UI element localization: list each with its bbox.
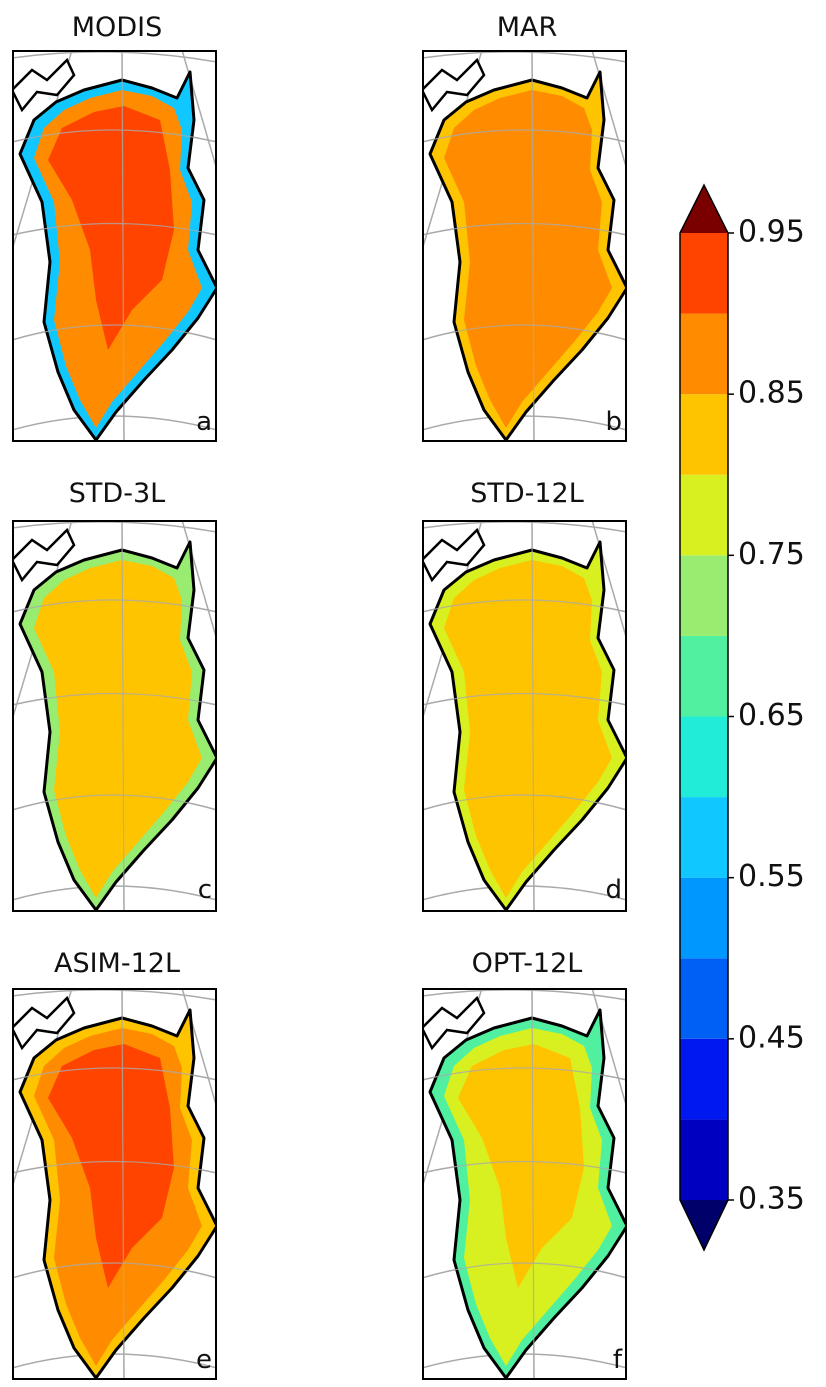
map bbox=[422, 520, 627, 912]
colorbar-band bbox=[680, 958, 728, 1039]
panel-letter: e bbox=[196, 1345, 212, 1375]
map bbox=[12, 520, 217, 912]
colorbar-band bbox=[680, 635, 728, 717]
colorbar-band bbox=[680, 716, 728, 798]
colorbar-band bbox=[680, 555, 728, 636]
panel-title: ASIM-12L bbox=[54, 948, 180, 979]
colorbar-tick-label: 0.95 bbox=[738, 215, 805, 250]
colorbar-band bbox=[680, 394, 728, 475]
colorbar-tick-label: 0.75 bbox=[738, 537, 805, 572]
panel: STD-3L c bbox=[12, 478, 217, 912]
map bbox=[422, 50, 627, 442]
colorbar-tick-label: 0.55 bbox=[738, 859, 805, 894]
colorbar-band bbox=[680, 233, 728, 314]
panel-letter: f bbox=[613, 1345, 623, 1375]
panel: MODIS a bbox=[12, 12, 217, 442]
colorbar-under-arrow bbox=[680, 1200, 728, 1250]
panel-letter: d bbox=[605, 875, 622, 905]
colorbar-band bbox=[680, 797, 728, 878]
panel-title: OPT-12L bbox=[472, 948, 583, 979]
panel-letter: b bbox=[605, 407, 622, 437]
panel: ASIM-12L e bbox=[12, 948, 217, 1380]
colorbar-band bbox=[680, 1038, 728, 1120]
colorbar-tick-label: 0.45 bbox=[738, 1020, 805, 1055]
panel-title: STD-12L bbox=[470, 478, 584, 509]
panel-letter: c bbox=[198, 875, 212, 905]
map bbox=[12, 50, 217, 442]
panel: MAR b bbox=[422, 12, 627, 442]
colorbar: 0.35 0.45 0.55 0.65 0.75 0.85 0.95 bbox=[679, 183, 805, 1252]
map bbox=[422, 988, 627, 1380]
colorbar-tick-label: 0.85 bbox=[738, 376, 805, 411]
panel: OPT-12L f bbox=[422, 948, 627, 1380]
panel-title: MAR bbox=[497, 12, 558, 43]
colorbar-over-arrow bbox=[680, 185, 728, 233]
map bbox=[12, 988, 217, 1380]
panel-title: STD-3L bbox=[69, 478, 165, 509]
panel-letter: a bbox=[196, 407, 212, 437]
panel: STD-12L d bbox=[422, 478, 627, 912]
panel-title: MODIS bbox=[72, 12, 162, 43]
colorbar-band bbox=[680, 313, 728, 395]
colorbar-tick-label: 0.65 bbox=[738, 698, 805, 733]
colorbar-band bbox=[680, 1119, 728, 1200]
colorbar-band bbox=[680, 474, 728, 556]
colorbar-band bbox=[680, 877, 728, 959]
colorbar-tick-label: 0.35 bbox=[738, 1182, 805, 1217]
